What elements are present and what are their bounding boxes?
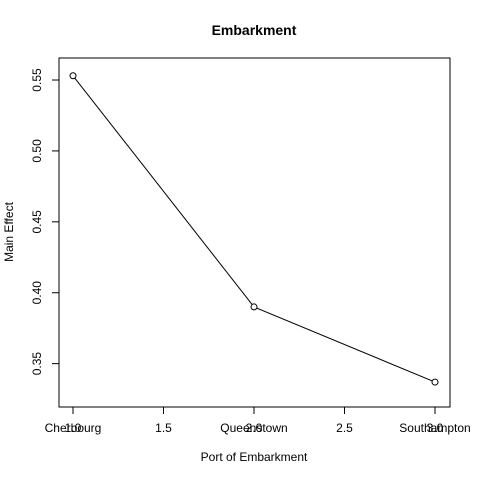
- category-label: Southampton: [399, 421, 470, 435]
- y-tick-label: 0.50: [30, 139, 44, 163]
- y-axis-label: Main Effect: [2, 201, 16, 261]
- category-label: Queenstown: [220, 421, 287, 435]
- y-tick-label: 0.55: [30, 68, 44, 92]
- x-axis: 1.0 1.5 2.0 2.5 3.0 Cherbourg Queenstown Southa…: [45, 406, 471, 435]
- x-tick-label: 3.0: [427, 421, 444, 435]
- data-point: [431, 378, 439, 386]
- series-layer: [69, 72, 439, 386]
- y-tick-label: 0.35: [30, 352, 44, 376]
- x-tick-label: 1.5: [155, 421, 172, 435]
- x-axis-label: Port of Embarkment: [201, 450, 308, 464]
- chart-title: Embarkment: [212, 22, 297, 38]
- series-line-segment: [72, 75, 255, 308]
- x-tick-label: 1.0: [65, 421, 82, 435]
- category-label: Cherbourg: [45, 421, 102, 435]
- data-point: [69, 72, 77, 80]
- x-tick-label: 2.0: [246, 421, 263, 435]
- data-point: [250, 303, 258, 311]
- series-line-segment: [253, 306, 436, 383]
- x-tick-label: 2.5: [336, 421, 353, 435]
- y-tick-label: 0.40: [30, 281, 44, 305]
- y-axis: 0.35 0.40 0.45 0.50 0.55: [30, 68, 60, 376]
- y-tick-label: 0.45: [30, 210, 44, 234]
- plot-frame: [58, 57, 451, 408]
